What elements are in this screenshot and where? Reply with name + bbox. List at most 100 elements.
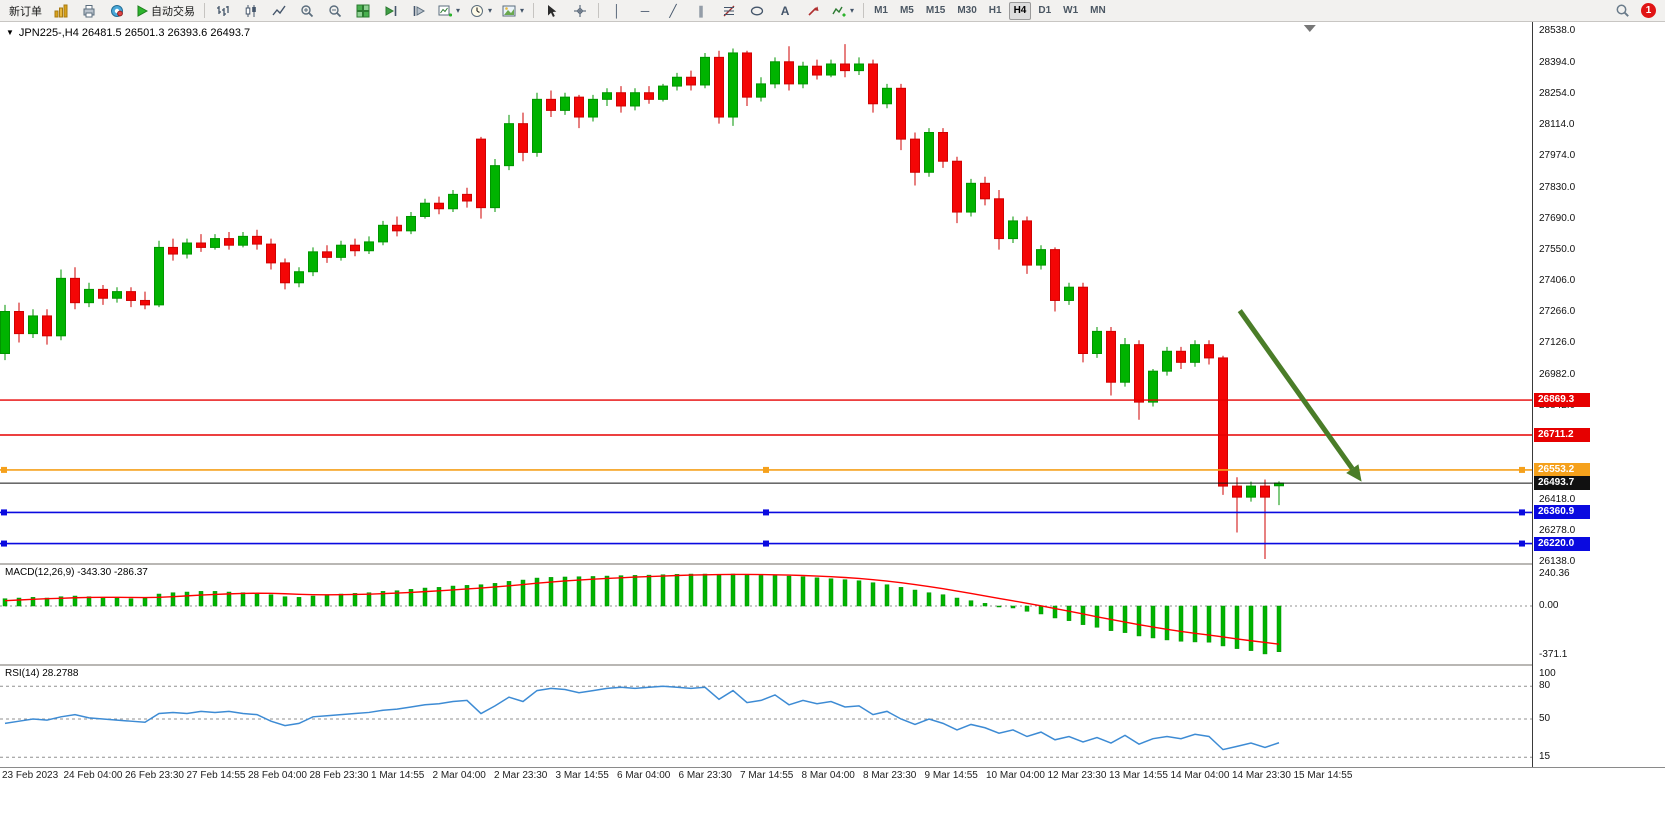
price-axis-tick: 28538.0 xyxy=(1539,25,1576,37)
candlestick-chart-button[interactable] xyxy=(238,1,264,21)
candle xyxy=(616,86,626,113)
rsi-indicator-panel[interactable] xyxy=(0,666,1532,767)
candle xyxy=(1120,338,1130,387)
line-handle[interactable] xyxy=(763,540,769,547)
timeframe-m5-button[interactable]: M5 xyxy=(899,5,914,16)
price-axis-tick: 27266.0 xyxy=(1539,306,1576,318)
line-chart-button[interactable] xyxy=(266,1,292,21)
print-button[interactable] xyxy=(76,1,102,21)
price-axis-tick: 27830.0 xyxy=(1539,181,1576,193)
timeframe-mn-button[interactable]: MN xyxy=(1090,5,1106,16)
line-handle[interactable] xyxy=(1519,540,1525,547)
rsi-canvas[interactable] xyxy=(0,666,1532,767)
timeframe-h1-button[interactable]: H1 xyxy=(988,5,1002,16)
horizontal-line-26553.2[interactable] xyxy=(0,466,1532,473)
time-label: 15 Mar 14:55 xyxy=(1293,770,1353,781)
new-chart-button[interactable]: ▾ xyxy=(434,1,464,21)
price-badge: 26869.3 xyxy=(1534,393,1590,408)
horizontal-line-26360.9[interactable] xyxy=(0,509,1532,516)
timeframe-m1-button[interactable]: M1 xyxy=(874,5,888,16)
trend-arrow[interactable] xyxy=(1237,309,1362,482)
cursor-tool-button[interactable] xyxy=(539,1,565,21)
line-handle[interactable] xyxy=(1,509,7,516)
trendline-tool-button[interactable]: ╱ xyxy=(660,1,686,21)
bar-chart-button[interactable] xyxy=(210,1,236,21)
horizontal-line-26220.0[interactable] xyxy=(0,540,1532,547)
price-badge: 26553.2 xyxy=(1534,462,1590,477)
auto-scroll-icon xyxy=(384,4,398,18)
panel-splitter[interactable] xyxy=(0,563,1665,565)
price-axis[interactable]: 28538.0 28394.0 28254.0 28114.0 27974.0 27830… xyxy=(1532,22,1665,767)
timeframe-m30-button[interactable]: M30 xyxy=(957,5,977,16)
macd-indicator-panel[interactable] xyxy=(0,565,1532,664)
search-button[interactable] xyxy=(1609,1,1635,21)
toolbar-separator xyxy=(598,3,600,18)
timeframe-h4-button[interactable]: H4 xyxy=(1008,1,1032,20)
toolbar-separator xyxy=(533,3,535,18)
price-axis-tick: 27126.0 xyxy=(1539,337,1576,349)
shapes-tool-button[interactable] xyxy=(744,1,770,21)
line-handle[interactable] xyxy=(763,466,769,473)
horizontal-line-tool-button[interactable]: ─ xyxy=(632,1,658,21)
one-click-trading-toggle[interactable]: ▼ xyxy=(6,28,14,37)
price-axis-tick: 240.36 xyxy=(1539,567,1570,579)
candle xyxy=(154,240,164,308)
candle xyxy=(70,267,80,310)
price-axis-tick: 27690.0 xyxy=(1539,212,1576,224)
panel-splitter[interactable] xyxy=(0,664,1665,666)
candle xyxy=(1176,346,1186,369)
notification-badge[interactable]: 1 xyxy=(1641,3,1656,18)
line-chart-icon xyxy=(272,4,286,18)
indicators-button[interactable]: ▾ xyxy=(828,1,858,21)
line-handle[interactable] xyxy=(1519,466,1525,473)
candle xyxy=(714,50,724,124)
auto-trading-button[interactable]: 自动交易 xyxy=(132,1,199,21)
main-price-chart[interactable] xyxy=(0,22,1532,563)
strategy-tester-button[interactable] xyxy=(104,1,130,21)
candle xyxy=(966,178,976,217)
rsi-line xyxy=(4,685,1280,751)
rsi-indicator-label: RSI(14) 28.2788 xyxy=(5,668,79,679)
zoom-in-button[interactable] xyxy=(294,1,320,21)
main-chart-canvas[interactable] xyxy=(0,22,1532,563)
price-axis-tick: 50 xyxy=(1539,713,1551,724)
chart-shift-button[interactable] xyxy=(406,1,432,21)
time-axis-line xyxy=(0,767,1665,768)
candle xyxy=(238,231,248,248)
candle xyxy=(210,234,220,250)
main-toolbar: 新订单 自动交易 xyxy=(0,0,1665,22)
price-badge: 26220.0 xyxy=(1534,536,1590,551)
text-tool-button[interactable]: A xyxy=(772,1,798,21)
candle xyxy=(126,287,136,308)
templates-button[interactable]: ▾ xyxy=(498,1,528,21)
timeframe-d1-button[interactable]: D1 xyxy=(1038,5,1052,16)
time-axis[interactable]: 23 Feb 2023 24 Feb 04:00 26 Feb 23:30 27 Fe… xyxy=(0,769,1665,785)
line-handle[interactable] xyxy=(1,540,7,547)
candle xyxy=(658,83,668,102)
tile-windows-button[interactable] xyxy=(350,1,376,21)
channel-tool-button[interactable]: ∥ xyxy=(688,1,714,21)
zoom-out-button[interactable] xyxy=(322,1,348,21)
vertical-line-tool-button[interactable]: │ xyxy=(604,1,630,21)
arrows-tool-button[interactable] xyxy=(800,1,826,21)
time-label: 10 Mar 04:00 xyxy=(986,770,1045,781)
fibonacci-tool-button[interactable] xyxy=(716,1,742,21)
candle xyxy=(1078,282,1088,363)
line-handle[interactable] xyxy=(763,509,769,516)
timeframe-m15-button[interactable]: M15 xyxy=(925,5,946,16)
line-handle[interactable] xyxy=(1519,509,1525,516)
macd-canvas[interactable] xyxy=(0,565,1532,664)
crosshair-tool-button[interactable] xyxy=(567,1,593,21)
market-watch-button[interactable] xyxy=(48,1,74,21)
chart-shift-marker[interactable] xyxy=(1303,25,1316,32)
candle xyxy=(588,94,598,122)
tile-windows-icon xyxy=(356,4,370,18)
new-order-button[interactable]: 新订单 xyxy=(5,1,46,21)
periods-button[interactable]: ▾ xyxy=(466,1,496,21)
candle xyxy=(742,50,752,106)
auto-scroll-button[interactable] xyxy=(378,1,404,21)
line-handle[interactable] xyxy=(1,466,7,473)
timeframe-w1-button[interactable]: W1 xyxy=(1063,5,1079,16)
price-axis-tick: 80 xyxy=(1539,680,1551,692)
candle xyxy=(364,236,374,255)
